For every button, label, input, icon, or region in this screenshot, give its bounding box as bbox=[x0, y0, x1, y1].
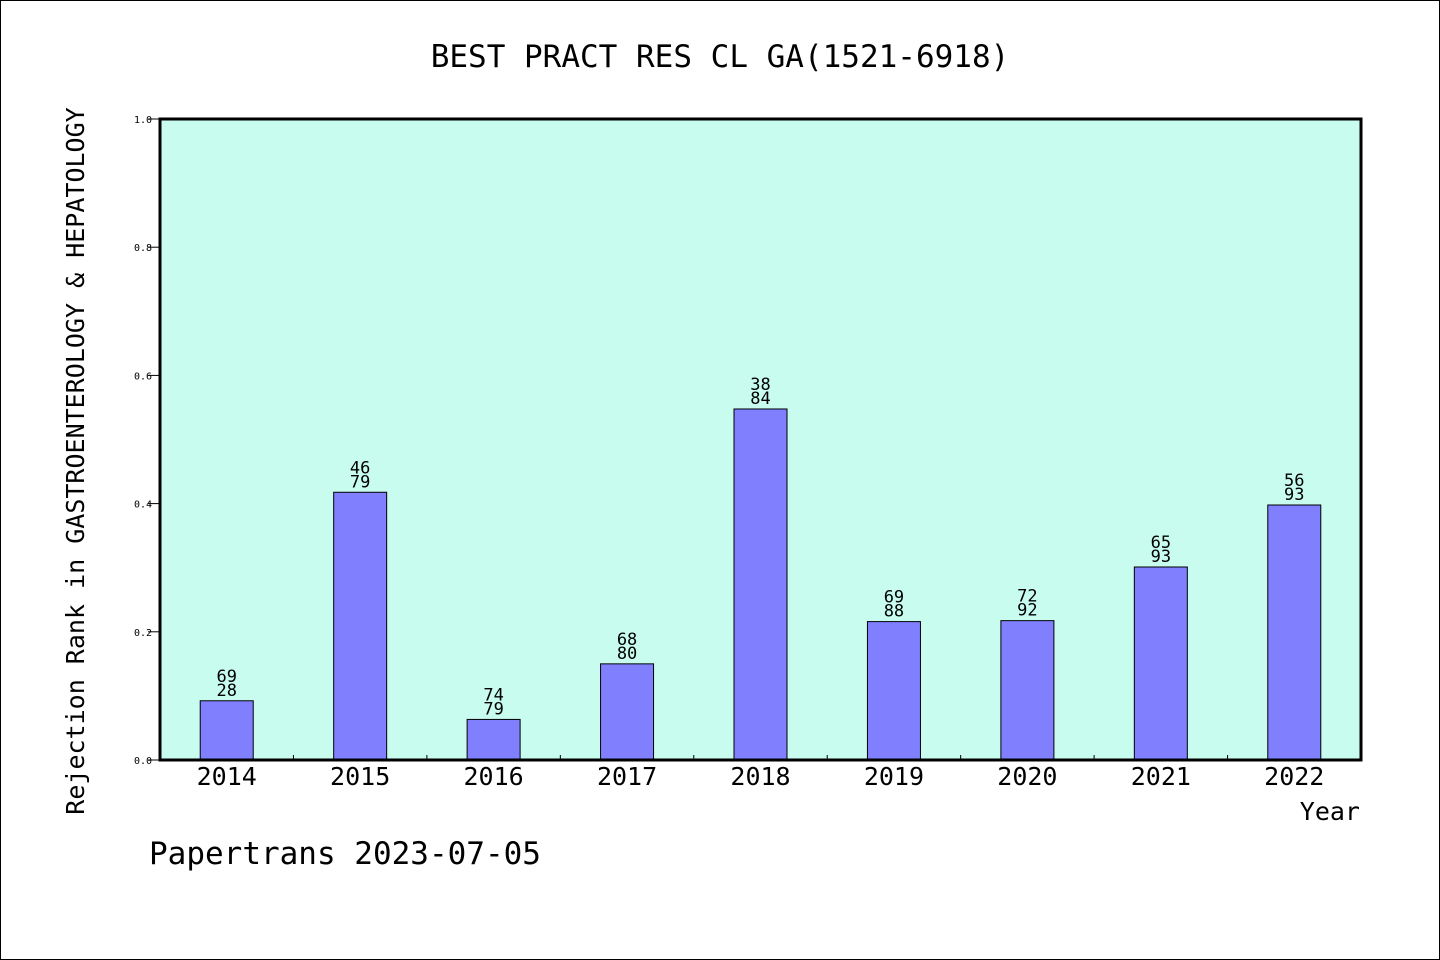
y-axis: 0.0 0.2 0.4 0.6 0.8 1.0 bbox=[134, 115, 160, 767]
x-tick-label-2020: 2020 bbox=[997, 762, 1057, 791]
bar-2014 bbox=[199, 700, 254, 761]
x-tick-label-2017: 2017 bbox=[597, 762, 657, 791]
y-tick-label-0.0: 0.0 bbox=[134, 756, 152, 767]
x-tick-label-2018: 2018 bbox=[730, 762, 790, 791]
bars-group bbox=[199, 408, 1322, 761]
bar-label-top-2017: 68 bbox=[617, 630, 637, 650]
bar-label-top-2015: 46 bbox=[350, 458, 370, 478]
bar-2022 bbox=[1267, 504, 1322, 761]
x-tick-label-2014: 2014 bbox=[197, 762, 257, 791]
bar-label-bottom-2021: 93 bbox=[1151, 547, 1171, 567]
y-tick-label-1.0: 1.0 bbox=[134, 115, 152, 126]
bar-label-top-2016: 74 bbox=[483, 685, 503, 705]
x-axis: 2014 2015 2016 2017 2018 2019 2020 2021 2022 bbox=[197, 755, 1324, 791]
bar-2016 bbox=[466, 718, 521, 761]
x-tick-label-2019: 2019 bbox=[864, 762, 924, 791]
bar-label-top-2021: 65 bbox=[1151, 533, 1171, 553]
bar-label-bottom-2015: 79 bbox=[350, 472, 370, 492]
bar-label-top-2019: 69 bbox=[884, 588, 904, 608]
bar-2018 bbox=[733, 408, 788, 761]
x-tick-label-2021: 2021 bbox=[1131, 762, 1191, 791]
x-tick-label-2022: 2022 bbox=[1264, 762, 1324, 791]
chart-title: BEST PRACT RES CL GA(1521-6918) bbox=[431, 39, 1010, 75]
y-tick-label-0.8: 0.8 bbox=[134, 243, 152, 254]
bar-label-bottom-2017: 80 bbox=[617, 644, 637, 664]
bar-2021 bbox=[1133, 566, 1188, 761]
bar-2017 bbox=[600, 663, 655, 761]
bar-label-bottom-2019: 88 bbox=[884, 602, 904, 622]
bar-label-bottom-2014: 28 bbox=[216, 681, 236, 701]
bar-label-top-2018: 38 bbox=[750, 375, 770, 395]
bar-label-top-2022: 56 bbox=[1284, 471, 1304, 491]
bar-label-top-2020: 72 bbox=[1017, 587, 1037, 607]
plot-border bbox=[158, 117, 1363, 762]
bar-2015 bbox=[333, 491, 388, 761]
x-tick-label-2016: 2016 bbox=[464, 762, 524, 791]
footer-text: Papertrans 2023-07-05 bbox=[149, 836, 541, 872]
y-tick-label-0.6: 0.6 bbox=[134, 371, 152, 382]
x-tick-label-2015: 2015 bbox=[330, 762, 390, 791]
bar-label-bottom-2022: 93 bbox=[1284, 485, 1304, 505]
x-axis-title: Year bbox=[1300, 797, 1360, 826]
y-tick-label-0.2: 0.2 bbox=[134, 628, 152, 639]
bar-label-bottom-2016: 79 bbox=[483, 699, 503, 719]
bar-2019 bbox=[866, 621, 921, 761]
bar-2020 bbox=[1000, 620, 1055, 761]
y-tick-label-0.4: 0.4 bbox=[134, 500, 152, 511]
bar-label-bottom-2020: 92 bbox=[1017, 601, 1037, 621]
bar-label-top-2014: 69 bbox=[216, 667, 236, 687]
y-axis-title: Rejection Rank in GASTROENTEROLOGY & HEP… bbox=[61, 107, 90, 814]
bar-label-bottom-2018: 84 bbox=[750, 389, 770, 409]
